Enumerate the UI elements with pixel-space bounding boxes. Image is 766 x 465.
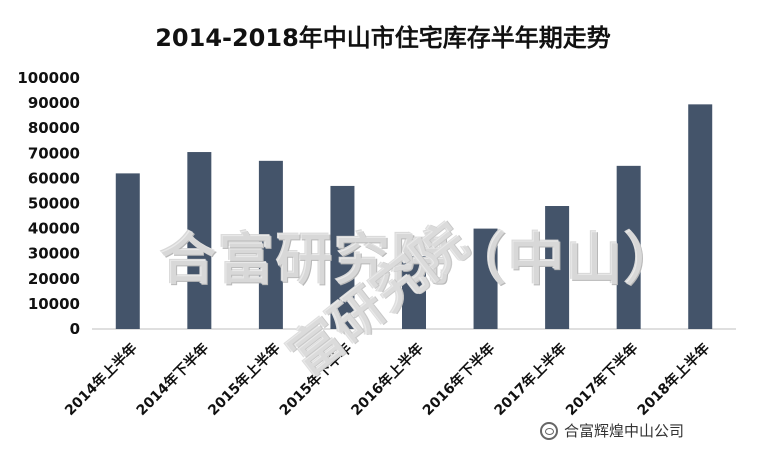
bar: [258, 160, 283, 329]
y-tick-label: 40000: [28, 220, 80, 238]
y-tick-label: 100000: [17, 69, 80, 87]
x-tick-label: 2016年上半年: [348, 340, 427, 419]
y-tick-label: 30000: [28, 245, 80, 263]
x-tick-label: 2015年上半年: [205, 340, 284, 419]
bar: [616, 165, 641, 329]
footer-credit: 合富辉煌中山公司: [540, 420, 684, 441]
y-tick-label: 70000: [28, 144, 80, 162]
bar: [187, 152, 212, 329]
y-tick-label: 0: [70, 320, 80, 338]
x-tick-label: 2014年上半年: [61, 340, 140, 419]
y-tick-label: 20000: [28, 270, 80, 288]
bar: [473, 228, 498, 329]
y-tick-label: 50000: [28, 195, 80, 213]
y-tick-label: 60000: [28, 169, 80, 187]
chart-title: 2014-2018年中山市住宅库存半年期走势: [155, 24, 611, 52]
y-tick-label: 80000: [28, 119, 80, 137]
x-tick-label: 2015年下半年: [276, 340, 355, 419]
x-tick-label: 2016年下半年: [419, 340, 498, 419]
x-tick-label: 2018年上半年: [634, 340, 713, 419]
y-tick-label: 10000: [28, 295, 80, 313]
bar: [115, 173, 140, 329]
bar: [688, 104, 713, 329]
bar: [330, 185, 355, 329]
footer-text: 合富辉煌中山公司: [564, 422, 685, 440]
wechat-icon: [540, 421, 558, 440]
x-tick-label: 2014年下半年: [133, 340, 212, 419]
bar: [402, 256, 426, 329]
y-tick-label: 90000: [28, 94, 80, 112]
x-tick-label: 2017年下半年: [562, 340, 641, 419]
bar: [545, 206, 570, 329]
x-tick-label: 2017年上半年: [491, 340, 570, 419]
